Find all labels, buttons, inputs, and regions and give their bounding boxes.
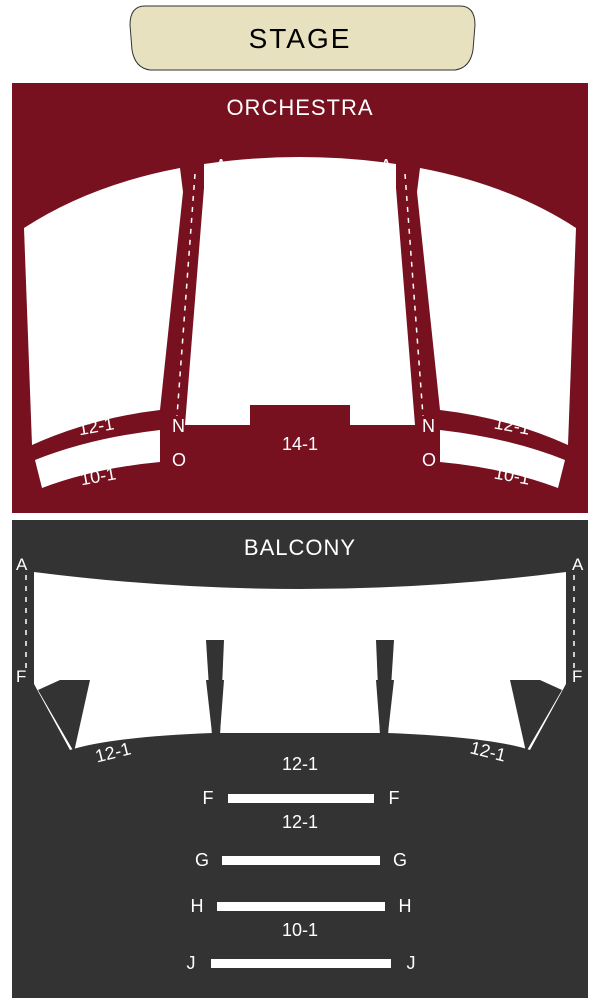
balcony-label: BALCONY [244, 535, 356, 560]
balcony-rear-left-J: J [187, 953, 196, 973]
seating-chart-svg: STAGEORCHESTRAAANNOO12-112-114-110-110-1… [0, 0, 600, 1004]
balcony-rear-range-H: 10-1 [282, 920, 318, 940]
orchestra-row-O_left: O [172, 450, 186, 470]
balcony-rear-left-H: H [191, 896, 204, 916]
balcony-rear-range-F: 12-1 [282, 812, 318, 832]
orchestra-range-center_14_1: 14-1 [282, 434, 318, 454]
balcony-row-A_left: A [16, 555, 28, 574]
orchestra-row-O_right: O [422, 450, 436, 470]
balcony-rear-left-F: F [203, 788, 214, 808]
seating-chart: STAGEORCHESTRAAANNOO12-112-114-110-110-1… [0, 0, 600, 1004]
orchestra-row-A_right: A [380, 156, 392, 176]
orchestra-row-A_left: A [215, 156, 227, 176]
balcony-rear-right-J: J [407, 953, 416, 973]
balcony-rear-right-F: F [389, 788, 400, 808]
balcony-rear-bar-J [211, 959, 391, 968]
balcony-row-A_right: A [572, 555, 584, 574]
balcony-main-lower-center [220, 680, 380, 733]
stage-label: STAGE [249, 23, 352, 54]
balcony-row-F_right: F [572, 667, 582, 686]
orchestra-label: ORCHESTRA [226, 95, 373, 120]
balcony-rear-bar-F [228, 794, 374, 803]
balcony-rear-bar-G [222, 856, 380, 865]
orchestra-section-center [185, 157, 415, 425]
orchestra-row-N_right: N [422, 416, 435, 436]
balcony-rear-bar-H [217, 902, 385, 911]
orchestra-row-N_left: N [172, 416, 185, 436]
balcony-range-center_12_1: 12-1 [282, 754, 318, 774]
balcony-rear-right-H: H [399, 896, 412, 916]
balcony-rear-right-G: G [393, 850, 407, 870]
balcony-rear-left-G: G [195, 850, 209, 870]
balcony-row-F_left: F [16, 667, 26, 686]
